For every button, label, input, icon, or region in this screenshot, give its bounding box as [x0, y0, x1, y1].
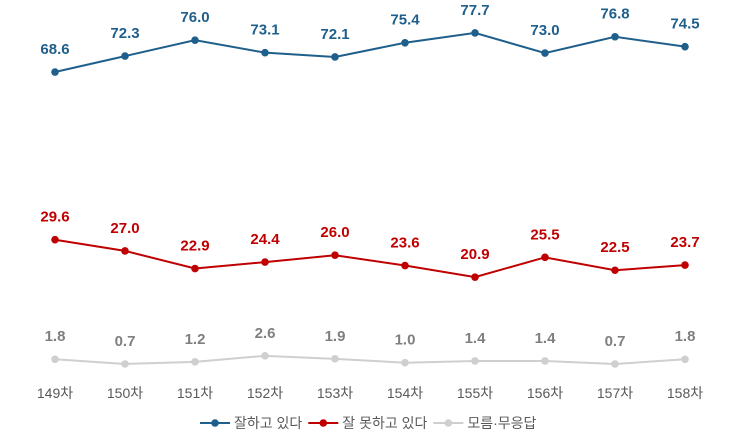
data-label: 22.9	[180, 237, 209, 254]
data-point	[401, 261, 409, 270]
data-point	[331, 251, 339, 259]
data-label: 23.7	[670, 234, 699, 251]
data-label: 76.8	[600, 6, 629, 23]
data-label: 24.4	[250, 231, 280, 248]
data-point	[121, 52, 129, 60]
data-label: 1.4	[535, 330, 557, 347]
data-point	[681, 355, 689, 364]
data-point	[401, 38, 409, 47]
x-tick-label: 154차	[387, 385, 423, 401]
data-label: 73.1	[250, 22, 279, 39]
data-label: 26.0	[320, 224, 349, 241]
data-point	[541, 357, 549, 365]
data-label: 74.5	[670, 16, 699, 33]
data-point	[121, 360, 129, 368]
data-label: 25.5	[530, 226, 559, 243]
data-point	[51, 235, 59, 244]
data-label: 1.8	[45, 328, 66, 345]
legend-label-2: 모름·무응답	[467, 415, 536, 431]
data-point	[331, 355, 339, 363]
data-point	[261, 48, 269, 57]
data-point	[471, 357, 479, 365]
data-point	[541, 49, 549, 57]
data-point	[51, 355, 59, 364]
x-tick-label: 158차	[667, 385, 703, 401]
data-point	[191, 264, 199, 273]
data-point	[471, 29, 479, 37]
x-tick-label: 150차	[107, 385, 143, 401]
data-point	[51, 68, 59, 76]
series-line-0	[54, 31, 686, 73]
data-label: 68.6	[40, 41, 69, 58]
data-point	[611, 32, 619, 41]
data-point	[611, 266, 619, 275]
data-label: 1.8	[675, 328, 696, 345]
series-line-2	[54, 354, 686, 365]
x-tick-label: 151차	[177, 385, 213, 401]
data-label: 2.6	[255, 325, 276, 342]
data-point	[261, 258, 269, 266]
x-tick-label: 153차	[317, 385, 353, 401]
data-label: 1.9	[325, 328, 346, 345]
data-point	[121, 247, 129, 255]
data-label: 0.7	[605, 333, 626, 350]
x-tick-label: 149차	[37, 385, 73, 401]
data-point	[471, 273, 479, 281]
data-point	[611, 360, 619, 368]
data-point	[401, 358, 409, 367]
data-label: 29.6	[40, 209, 69, 226]
data-point	[191, 36, 199, 44]
x-tick-label: 155차	[457, 385, 493, 401]
legend-marker-1	[319, 419, 328, 427]
data-label: 72.1	[320, 26, 349, 43]
data-label: 72.3	[110, 25, 139, 42]
series-line-1	[54, 238, 686, 279]
data-label: 1.4	[465, 330, 487, 347]
data-label: 76.0	[180, 9, 209, 26]
data-label: 0.7	[115, 333, 136, 350]
data-point	[191, 358, 199, 366]
data-label: 27.0	[110, 220, 139, 237]
x-tick-label: 152차	[247, 385, 283, 401]
data-label: 77.7	[460, 2, 489, 19]
legend-marker-0	[211, 419, 219, 427]
data-label: 1.0	[395, 332, 416, 349]
data-point	[331, 53, 339, 61]
data-label: 23.6	[390, 234, 419, 251]
data-point	[681, 42, 689, 51]
data-label: 73.0	[530, 22, 559, 39]
data-point	[541, 253, 549, 262]
data-point	[261, 352, 269, 360]
legend-marker-2	[444, 419, 453, 427]
data-label: 75.4	[390, 12, 420, 29]
x-tick-label: 157차	[597, 385, 633, 401]
x-tick-label: 156차	[527, 385, 563, 401]
legend-label-1: 잘 못하고 있다	[342, 415, 427, 431]
legend-label-0: 잘하고 있다	[234, 415, 302, 431]
data-point	[681, 261, 689, 269]
data-label: 22.5	[600, 239, 629, 256]
data-label: 20.9	[460, 246, 489, 263]
data-label: 1.2	[185, 331, 206, 348]
